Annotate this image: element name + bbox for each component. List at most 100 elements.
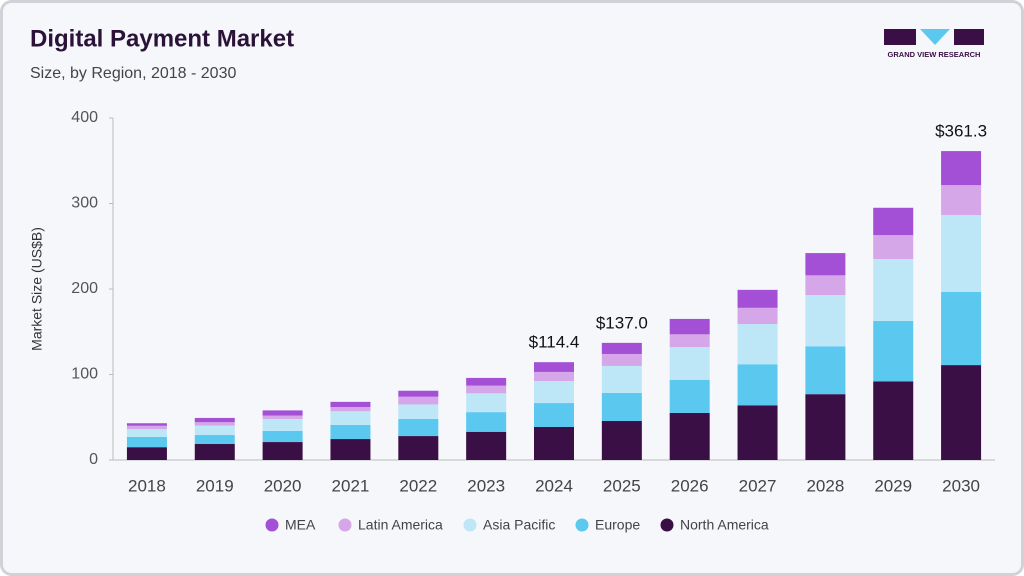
- x-tick-label: 2025: [603, 476, 641, 495]
- bar-segment: [126, 447, 167, 460]
- bar-segment: [805, 346, 846, 395]
- y-tick-label: 0: [89, 451, 98, 468]
- bar-segment: [194, 425, 235, 436]
- bar-segment: [669, 347, 710, 380]
- x-tick-label: 2022: [399, 476, 437, 495]
- bar-segment: [941, 185, 982, 216]
- bar-segment: [737, 405, 778, 460]
- bar-segment: [805, 294, 846, 347]
- bar-segment: [126, 423, 167, 426]
- bar-segment: [466, 385, 507, 394]
- y-tick-label: 300: [71, 195, 98, 212]
- bar-segment: [330, 411, 371, 425]
- bar-segment: [737, 364, 778, 406]
- bar-segment: [466, 393, 507, 413]
- bar-segment: [262, 430, 303, 443]
- x-tick-label: 2030: [942, 476, 980, 495]
- bar-segment: [330, 401, 371, 407]
- bar-segment: [126, 429, 167, 437]
- bar-segment: [126, 425, 167, 430]
- x-tick-label: 2026: [671, 476, 709, 495]
- logo-block: [954, 29, 984, 45]
- bar-segment: [194, 444, 235, 460]
- bar-segment: [330, 439, 371, 460]
- bar-segment: [262, 442, 303, 460]
- bar-segment: [466, 431, 507, 460]
- bar-segment: [941, 151, 982, 186]
- bar-segment: [262, 410, 303, 416]
- bar-segment: [398, 418, 439, 437]
- bar-segment: [534, 371, 574, 381]
- bar-segment: [805, 253, 846, 276]
- x-tick-label: 2029: [874, 476, 912, 495]
- y-tick-label: 400: [71, 109, 98, 126]
- bar-segment: [873, 259, 914, 321]
- chart-title: Digital Payment Market: [30, 25, 294, 52]
- bar-segment: [805, 275, 846, 295]
- bar-segment: [330, 406, 371, 412]
- bar-segment: [669, 412, 710, 460]
- legend-marker: [575, 518, 589, 532]
- total-label: $361.3: [935, 122, 987, 141]
- bar-segment: [737, 289, 778, 308]
- bar-segment: [534, 426, 574, 460]
- legend-label: North America: [680, 517, 769, 533]
- x-tick-label: 2020: [264, 476, 302, 495]
- logo-block: [884, 29, 916, 45]
- legend-label: Europe: [595, 517, 640, 533]
- bar-segment: [262, 415, 303, 419]
- legend-label: Latin America: [358, 517, 443, 533]
- bar-segment: [941, 291, 982, 366]
- bar-segment: [669, 379, 710, 413]
- bar-segment: [534, 380, 574, 404]
- bar-segment: [873, 320, 914, 382]
- x-tick-label: 2018: [128, 476, 166, 495]
- bar-segment: [941, 365, 982, 460]
- x-tick-label: 2028: [806, 476, 844, 495]
- legend-label: Asia Pacific: [483, 517, 555, 533]
- legend-marker: [463, 518, 477, 532]
- bar-segment: [873, 381, 914, 460]
- legend-marker: [338, 518, 352, 532]
- bar-segment: [194, 435, 235, 445]
- x-tick-label: 2024: [535, 476, 573, 495]
- bar-segment: [669, 334, 710, 348]
- bar-segment: [398, 436, 439, 460]
- x-tick-label: 2019: [196, 476, 234, 495]
- bar-segment: [601, 365, 642, 393]
- bar-segment: [126, 436, 167, 448]
- y-tick-label: 100: [71, 366, 98, 383]
- bar-segment: [737, 324, 778, 365]
- bar-segment: [398, 390, 439, 397]
- bar-segment: [669, 318, 710, 335]
- bar-segment: [534, 362, 574, 372]
- bar-segment: [737, 307, 778, 325]
- bar-segment: [194, 417, 235, 423]
- legend-marker: [660, 518, 674, 532]
- bar-segment: [601, 353, 642, 366]
- bar-segment: [534, 403, 574, 427]
- x-tick-label: 2021: [332, 476, 370, 495]
- bar-segment: [601, 421, 642, 460]
- logo-block: [920, 29, 950, 45]
- bar-segment: [466, 412, 507, 432]
- bar-segment: [398, 396, 439, 405]
- bar-segment: [873, 207, 914, 236]
- bar-segment: [873, 235, 914, 260]
- x-tick-label: 2027: [739, 476, 777, 495]
- chart-subtitle: Size, by Region, 2018 - 2030: [30, 65, 236, 82]
- total-label: $114.4: [529, 333, 580, 352]
- bar-segment: [941, 215, 982, 292]
- y-tick-label: 200: [71, 280, 98, 297]
- legend-marker: [265, 518, 279, 532]
- bar-segment: [466, 377, 507, 386]
- bar-segment: [262, 418, 303, 431]
- logo: GRAND VIEW RESEARCH: [884, 29, 984, 59]
- bar-segment: [601, 342, 642, 354]
- bar-segment: [805, 394, 846, 460]
- bar-segment: [398, 404, 439, 419]
- bar-segment: [330, 424, 371, 440]
- logo-text: GRAND VIEW RESEARCH: [888, 50, 981, 59]
- legend-label: MEA: [285, 517, 316, 533]
